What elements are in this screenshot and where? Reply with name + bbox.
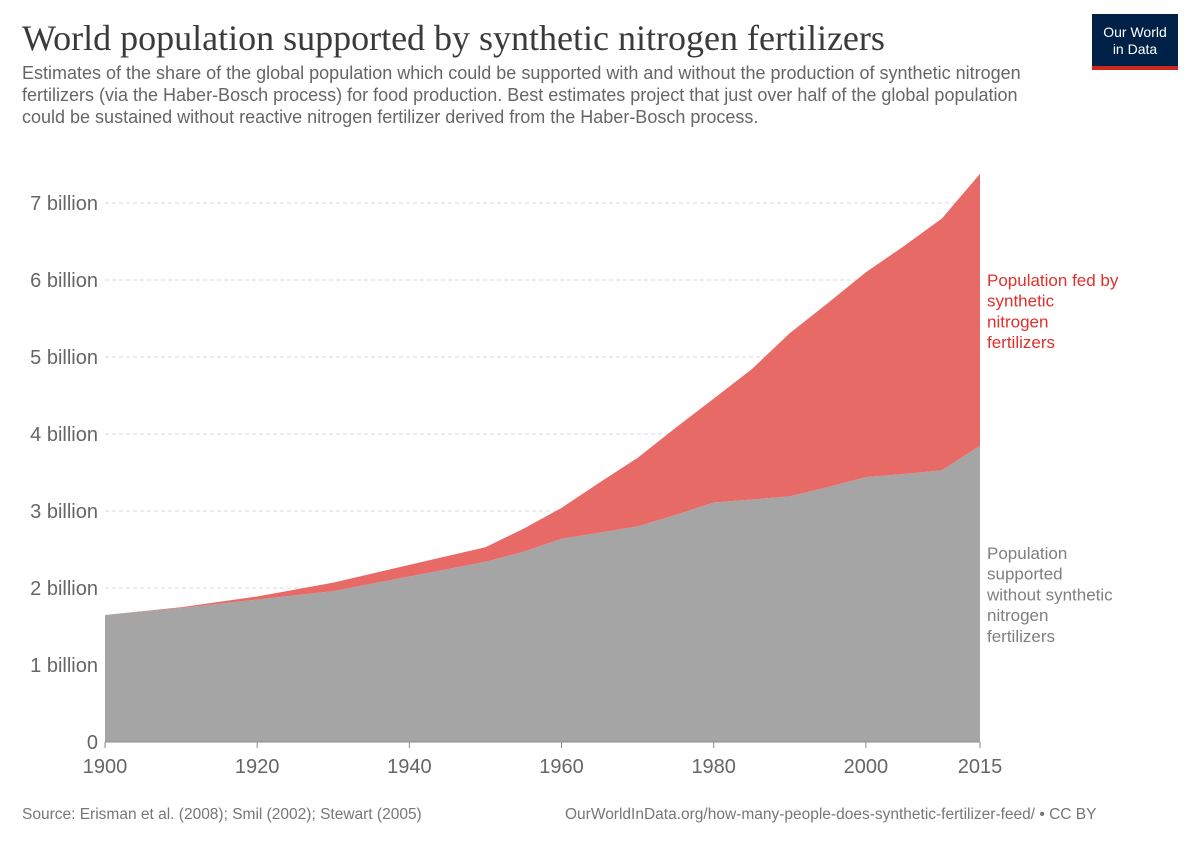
series-label-line: Population fed by — [987, 271, 1119, 290]
y-tick-label: 6 billion — [30, 270, 98, 292]
series-label-line: fertilizers — [987, 333, 1055, 352]
x-tick-label: 1920 — [235, 756, 280, 778]
chart-subtitle: Estimates of the share of the global pop… — [22, 63, 1021, 127]
series-label-line: nitrogen — [987, 312, 1048, 331]
area-series-without-fertilizers[interactable] — [105, 445, 980, 742]
series-label-line: fertilizers — [987, 627, 1055, 646]
series-labels: Population fed by synthetic nitrogen fertil… — [986, 271, 1119, 646]
logo-line-1: Our World — [1103, 24, 1167, 40]
series-label-line: Population — [987, 544, 1067, 563]
y-tick-label: 7 billion — [30, 193, 98, 215]
series-label-line: without synthetic — [986, 585, 1113, 604]
series-label-fertilizer-fed[interactable]: Population fed by synthetic nitrogen fertil… — [987, 271, 1119, 352]
x-tick-label: 1940 — [387, 756, 432, 778]
logo-line-2: in Data — [1112, 41, 1158, 57]
area-series-fed-by-fertilizers[interactable] — [105, 173, 980, 615]
y-tick-label: 2 billion — [30, 578, 98, 600]
stacked-areas — [105, 173, 980, 742]
series-label-without-fertilizers[interactable]: Population supported without synthetic nitr… — [986, 544, 1113, 646]
x-tick-label: 2015 — [958, 756, 1003, 778]
y-tick-label: 3 billion — [30, 501, 98, 523]
series-label-line: supported — [987, 565, 1063, 584]
source-note: Source: Erisman et al. (2008); Smil (200… — [22, 806, 422, 823]
x-tick-label: 2000 — [844, 756, 889, 778]
our-world-in-data-logo[interactable]: Our World in Data — [1092, 14, 1178, 70]
y-tick-label: 5 billion — [30, 347, 98, 369]
x-tick-label: 1960 — [539, 756, 584, 778]
x-tick-label: 1900 — [83, 756, 128, 778]
y-tick-label: 4 billion — [30, 424, 98, 446]
y-tick-label: 0 — [87, 732, 98, 754]
chart-title: World population supported by synthetic … — [22, 18, 885, 58]
series-label-line: nitrogen — [987, 606, 1048, 625]
series-label-line: synthetic — [987, 292, 1055, 311]
source-url[interactable]: OurWorldInData.org/how-many-people-does-… — [565, 806, 1097, 823]
axes: 0 1 billion 2 billion 3 billion 4 billion 5 b… — [30, 193, 1002, 778]
x-tick-label: 1980 — [691, 756, 736, 778]
y-tick-label: 1 billion — [30, 655, 98, 677]
